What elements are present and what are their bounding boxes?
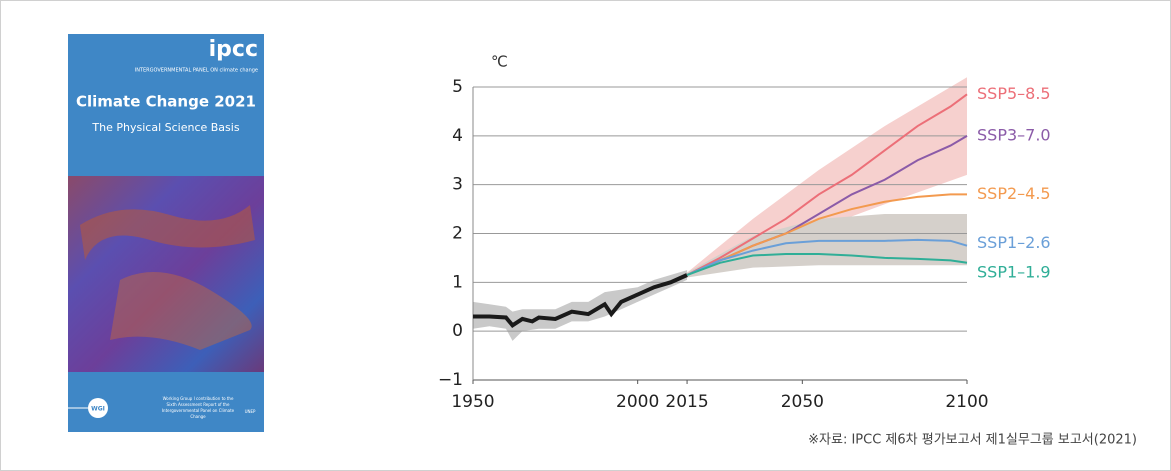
y-tick-label: 0 — [452, 321, 463, 341]
y-tick-label: 5 — [452, 77, 463, 97]
series-line — [686, 193, 967, 276]
y-tick-label: −1 — [438, 370, 463, 390]
series-label: SSP3–7.0 — [977, 125, 1051, 144]
series-line — [686, 253, 968, 276]
plot: −1 0 1 2 3 4 5 1950 2000 2015 2050 2100 SSP5–8.5 SSP3… — [438, 77, 1051, 412]
cover-org: INTERGOVERNMENTAL PANEL ON climate chang… — [135, 68, 258, 74]
y-tick-label: 1 — [452, 272, 463, 292]
series-label: SSP5–8.5 — [977, 84, 1051, 103]
series-label: SSP1–1.9 — [977, 262, 1051, 281]
cover-note: Working Group I contribution to the Sixt… — [161, 396, 235, 419]
series-label: SSP2–4.5 — [977, 184, 1051, 203]
source: ※자료: IPCC 제6차 평가보고서 제1실무그룹 보고서(2021) — [808, 433, 1137, 448]
cover-title: Climate Change 2021 — [76, 93, 256, 111]
report-cover: ipcc INTERGOVERNMENTAL PANEL ON climate … — [68, 34, 264, 432]
uncertainty-band — [473, 270, 688, 341]
cover-badge — [88, 398, 108, 418]
y-tick-label: 2 — [452, 224, 463, 244]
series-line — [686, 93, 968, 276]
cover-partner: UNEP — [245, 409, 256, 414]
y-tick-label: 3 — [452, 175, 463, 195]
series-line — [473, 273, 688, 328]
uncertainty-band — [687, 77, 967, 278]
cover-land — [110, 272, 252, 350]
cover-land — [80, 205, 255, 260]
x-tick-label: 2100 — [945, 392, 988, 412]
x-tick-label: 2050 — [781, 392, 824, 412]
cover-logo: ipcc — [209, 37, 258, 62]
y-unit: ℃ — [491, 53, 508, 71]
series-label: SSP1–2.6 — [977, 233, 1051, 252]
cover-image — [68, 176, 264, 372]
x-tick-label: 1950 — [451, 392, 494, 412]
cover-badge-text: WGI — [91, 406, 105, 413]
cover-note-box: Working Group I contribution to the Sixt… — [161, 396, 235, 419]
series-line — [686, 238, 968, 276]
uncertainty-band — [687, 213, 967, 278]
x-tick-label: 2000 — [616, 392, 659, 412]
y-tick-label: 4 — [452, 126, 463, 146]
x-tick-label: 2015 — [665, 392, 708, 412]
cover-subtitle: The Physical Science Basis — [91, 121, 239, 134]
